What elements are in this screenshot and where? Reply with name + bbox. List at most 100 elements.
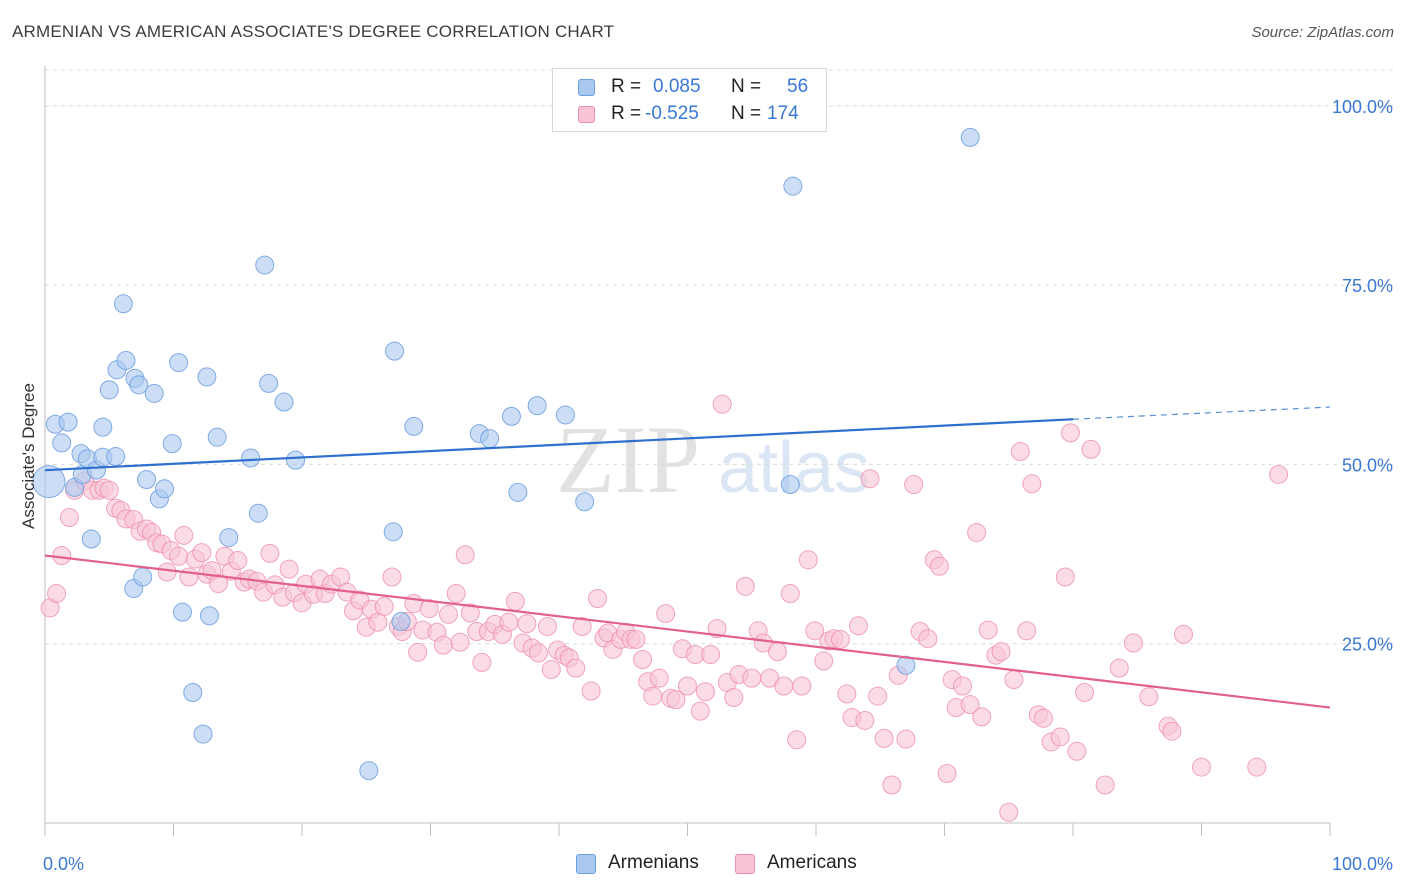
data-point-armenians xyxy=(99,380,119,400)
y-tick-label: 100.0% xyxy=(1332,97,1393,117)
data-point-americans xyxy=(1055,567,1075,587)
data-point-armenians xyxy=(219,528,239,548)
data-point-americans xyxy=(780,584,800,604)
data-point-armenians xyxy=(896,655,916,675)
data-point-americans xyxy=(566,658,586,678)
data-point-americans xyxy=(830,629,850,649)
data-point-americans xyxy=(517,614,537,634)
data-point-americans xyxy=(581,681,601,701)
data-point-americans xyxy=(450,632,470,652)
data-point-americans xyxy=(633,649,653,669)
data-point-americans xyxy=(446,584,466,604)
data-point-americans xyxy=(666,690,686,710)
y-tick-label: 25.0% xyxy=(1342,635,1393,655)
data-point-americans xyxy=(967,523,987,543)
data-point-americans xyxy=(678,676,697,696)
data-point-americans xyxy=(742,668,762,688)
data-point-armenians xyxy=(193,724,213,744)
data-point-americans xyxy=(860,469,880,489)
data-point-americans xyxy=(690,701,710,721)
data-point-americans xyxy=(1269,464,1289,484)
data-point-americans xyxy=(972,707,992,727)
data-point-americans xyxy=(896,729,916,749)
data-point-americans xyxy=(868,686,888,706)
data-point-americans xyxy=(1022,474,1042,494)
data-point-americans xyxy=(169,546,189,566)
data-point-americans xyxy=(1192,757,1211,777)
data-point-armenians xyxy=(527,396,547,416)
data-point-americans xyxy=(537,617,557,637)
data-point-armenians xyxy=(144,383,164,403)
data-point-americans xyxy=(505,591,525,611)
axes xyxy=(44,66,1331,836)
tick-labels: 25.0% 50.0% 75.0% 100.0% 0.0% 100.0% Associate… xyxy=(19,97,1393,874)
data-point-americans xyxy=(1067,741,1087,761)
y-tick-label: 75.0% xyxy=(1342,276,1393,296)
data-point-americans xyxy=(991,642,1011,662)
data-point-americans xyxy=(47,584,67,604)
data-point-americans xyxy=(767,642,787,662)
data-point-americans xyxy=(643,686,663,706)
data-point-americans xyxy=(735,576,755,596)
legend-r-label: R = xyxy=(611,76,642,97)
data-point-armenians xyxy=(137,469,157,489)
data-point-armenians xyxy=(480,429,500,449)
data-point-americans xyxy=(1162,721,1182,741)
data-point-armenians xyxy=(162,434,182,454)
data-point-americans xyxy=(59,507,79,527)
data-point-americans xyxy=(1081,439,1101,459)
legend-n-label: N = xyxy=(731,103,762,124)
trendlines xyxy=(44,406,1331,709)
data-point-armenians xyxy=(274,392,294,412)
data-point-americans xyxy=(1050,727,1070,747)
data-point-americans xyxy=(695,682,715,702)
data-point-americans xyxy=(805,621,825,641)
data-point-americans xyxy=(528,643,548,663)
data-point-americans xyxy=(649,668,669,688)
x-tick-label: 0.0% xyxy=(43,854,84,874)
data-point-armenians xyxy=(197,367,217,387)
legend-r-label: R = xyxy=(611,103,642,124)
trendline-armenians-extension xyxy=(1072,406,1331,420)
legend-r-value: -0.525 xyxy=(645,103,699,124)
data-point-americans xyxy=(848,616,868,636)
data-point-armenians xyxy=(508,482,528,502)
data-point-armenians xyxy=(199,606,219,626)
bottom-legend-label-armenians: Armenians xyxy=(608,852,699,873)
data-point-americans xyxy=(1033,708,1053,728)
bottom-legend-armenians: Armenians xyxy=(576,851,716,877)
data-point-americans xyxy=(374,596,394,616)
data-point-armenians xyxy=(385,341,405,361)
data-point-armenians xyxy=(780,475,800,495)
data-point-americans xyxy=(1174,624,1194,644)
legend-n-value: 174 xyxy=(767,103,799,124)
data-point-americans xyxy=(588,589,608,609)
data-point-armenians xyxy=(286,450,306,470)
data-point-armenians xyxy=(155,479,175,499)
data-point-americans xyxy=(174,525,194,545)
data-point-armenians xyxy=(383,522,403,542)
data-point-americans xyxy=(1075,682,1095,702)
data-point-americans xyxy=(1123,633,1143,653)
data-point-americans xyxy=(228,551,248,571)
bottom-legend-swatch-armenians xyxy=(576,854,596,874)
y-tick-label: 50.0% xyxy=(1342,455,1393,475)
data-point-americans xyxy=(1247,757,1267,777)
bottom-legend-swatch-americans xyxy=(735,854,755,874)
data-point-armenians xyxy=(32,465,66,499)
legend-row-armenians: R = 0.085 N = 56 xyxy=(553,74,826,100)
legend-row-americans: R = -0.525 N = 174 xyxy=(553,101,826,127)
legend-swatch-armenians xyxy=(578,79,595,96)
data-point-armenians xyxy=(207,427,227,447)
data-point-armenians xyxy=(172,602,192,622)
data-point-americans xyxy=(572,617,592,637)
data-point-americans xyxy=(918,629,938,649)
data-point-armenians xyxy=(575,492,595,512)
data-point-armenians xyxy=(183,682,203,702)
data-point-armenians xyxy=(501,406,521,426)
data-point-armenians xyxy=(116,350,136,370)
y-axis-title: Associate's Degree xyxy=(19,383,38,529)
legend-r-value: 0.085 xyxy=(653,76,701,97)
data-point-armenians xyxy=(783,176,803,196)
